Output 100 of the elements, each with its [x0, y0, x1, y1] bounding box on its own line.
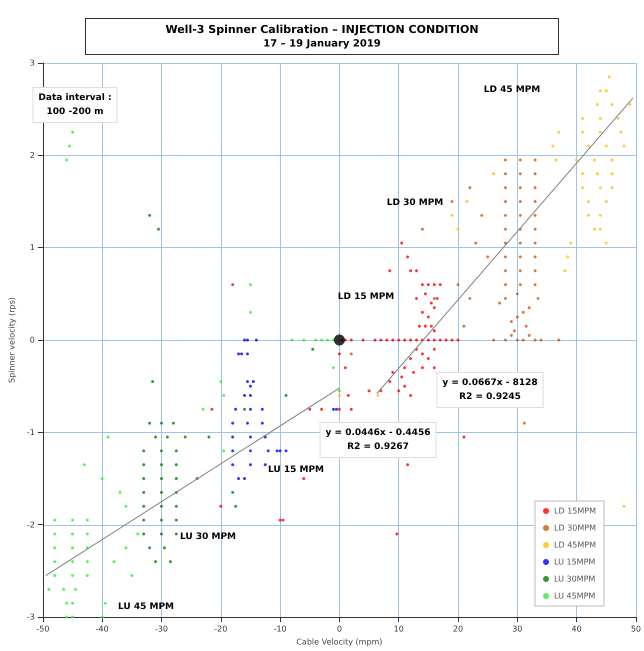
point — [326, 338, 330, 342]
annotation: LD 45 MPM — [484, 85, 540, 95]
point — [592, 228, 596, 231]
point — [248, 384, 252, 388]
point — [86, 574, 89, 578]
point — [53, 574, 56, 578]
point — [302, 338, 306, 342]
point — [86, 532, 89, 536]
x-tick-label: 20 — [452, 624, 464, 634]
point — [604, 242, 608, 245]
point — [142, 490, 146, 494]
point — [65, 616, 68, 619]
point — [586, 144, 590, 148]
point — [254, 338, 258, 342]
point — [222, 449, 226, 452]
point — [243, 408, 246, 411]
point — [142, 504, 146, 508]
point — [71, 130, 74, 134]
x-tick-label: -40 — [96, 624, 109, 634]
point — [154, 436, 158, 439]
x-tick-label: -50 — [36, 624, 50, 634]
point — [62, 588, 66, 591]
point — [492, 172, 496, 176]
point — [581, 130, 584, 134]
point — [174, 463, 178, 466]
annotation: Data interval : 100 -200 m — [38, 93, 112, 117]
point — [246, 380, 249, 384]
point — [65, 602, 68, 605]
point — [174, 504, 178, 508]
chart-title: Well-3 Spinner Calibration – INJECTION CONDITION — [165, 23, 479, 36]
point — [563, 269, 566, 272]
point — [53, 560, 56, 564]
point — [598, 89, 602, 92]
point — [598, 228, 602, 231]
point — [246, 352, 249, 356]
x-tick-label: -10 — [274, 624, 287, 634]
point — [82, 463, 86, 466]
point — [248, 408, 252, 411]
point — [130, 574, 134, 578]
point — [450, 214, 454, 217]
point — [311, 348, 314, 351]
annotation: y = 0.0667x - 8128 R2 = 0.9245 — [442, 378, 538, 402]
point — [160, 518, 163, 522]
point — [248, 463, 252, 466]
point — [124, 546, 128, 550]
point — [248, 449, 252, 452]
annotation: y = 0.0446x - 0.4456 R2 = 0.9267 — [326, 428, 430, 452]
x-axis-title: Cable Velocity (mpm) — [296, 638, 382, 646]
point — [332, 366, 335, 370]
point — [581, 186, 584, 190]
point — [551, 144, 554, 148]
point — [184, 436, 187, 439]
point — [314, 338, 318, 342]
x-tick-label: 30 — [512, 624, 522, 634]
point — [604, 144, 608, 148]
point — [608, 75, 611, 78]
point — [71, 602, 74, 605]
point — [620, 130, 623, 134]
point — [234, 408, 238, 411]
point — [456, 228, 460, 231]
point — [160, 532, 163, 536]
point — [248, 283, 252, 286]
point — [248, 436, 252, 439]
point — [266, 449, 270, 452]
point — [284, 449, 288, 452]
point — [148, 214, 152, 217]
point — [284, 394, 288, 397]
point — [160, 490, 163, 494]
point — [234, 504, 238, 508]
point — [74, 588, 77, 591]
y-tick-label: 1 — [30, 243, 35, 252]
point — [106, 436, 110, 439]
point — [465, 200, 468, 204]
annotation: LD 30 MPM — [386, 198, 444, 208]
point — [174, 518, 178, 522]
point — [53, 532, 56, 536]
legend-label: LU 30MPM — [554, 574, 596, 584]
point — [174, 532, 178, 536]
point — [142, 477, 146, 480]
x-tick-label: 50 — [630, 624, 642, 634]
x-tick-label: 10 — [394, 624, 404, 634]
point — [554, 158, 558, 162]
point — [151, 380, 154, 384]
point — [154, 560, 158, 564]
point — [168, 560, 172, 564]
point — [142, 518, 146, 522]
point — [604, 200, 608, 204]
point — [248, 310, 252, 314]
point — [231, 422, 234, 425]
point — [71, 616, 74, 619]
y-tick-label: 3 — [30, 58, 35, 68]
point — [219, 380, 222, 384]
point — [148, 546, 152, 550]
point — [47, 588, 50, 591]
point — [71, 518, 74, 522]
x-tick-label: -20 — [214, 624, 228, 634]
point — [338, 394, 341, 397]
point — [610, 172, 614, 176]
point — [160, 504, 163, 508]
point — [278, 449, 282, 452]
